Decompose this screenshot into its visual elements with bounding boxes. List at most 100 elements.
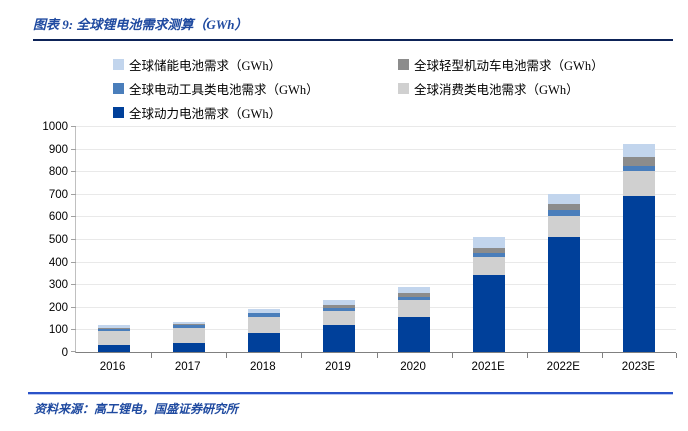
y-axis-tick [71, 239, 76, 240]
bar-segment [322, 308, 355, 311]
legend-item-consumer: 全球消费类电池需求（GWh） [398, 80, 579, 97]
x-axis-label-2019: 2019 [325, 361, 351, 373]
stacked-bar-2022E [548, 193, 581, 352]
source-note: 资料来源：高工锂电，国盛证券研究所 [34, 402, 239, 416]
y-axis-tick [71, 193, 76, 195]
legend-swatch-consumer-icon [398, 82, 409, 94]
y-tick-label: 400 [48, 256, 68, 269]
bar-segment [97, 345, 130, 352]
x-axis-label-2018: 2018 [250, 361, 276, 373]
bar-segment [322, 310, 355, 325]
y-tick-label: 300 [48, 279, 68, 292]
bar-segment [97, 324, 130, 329]
y-tick-label: 700 [48, 188, 68, 201]
legend-label-lev: 全球轻型机动车电池需求（GWh） [414, 58, 604, 73]
x-axis-label-2022E: 2022E [546, 361, 580, 373]
gridline-1000 [76, 126, 676, 127]
gridline-100 [76, 329, 676, 331]
gridline-200 [76, 306, 676, 308]
title-divider [33, 39, 673, 41]
stacked-bar-2021E [473, 237, 506, 352]
x-axis-tick [376, 353, 378, 358]
y-axis-tick [71, 171, 76, 173]
bar-segment [548, 237, 581, 352]
stacked-bar-2018 [247, 309, 280, 352]
bar-segment [322, 299, 355, 306]
gridline-500 [76, 239, 676, 240]
bar-segment [172, 327, 205, 343]
legend-label-storage: 全球储能电池需求（GWh） [129, 58, 282, 73]
x-axis-tick [151, 353, 153, 358]
y-tick-label: 900 [48, 143, 68, 156]
bar-segment [473, 274, 506, 352]
gridline-400 [76, 261, 676, 263]
bar-segment [398, 293, 431, 297]
y-axis-tick [71, 216, 76, 218]
y-tick-label: 100 [48, 324, 68, 337]
stacked-bar-2020 [398, 286, 431, 352]
gridline-600 [76, 216, 676, 218]
bar-segment [548, 193, 581, 205]
bar-segment [623, 171, 656, 197]
y-tick-label: 500 [48, 234, 68, 246]
x-axis-tick [526, 353, 528, 358]
y-tick-label: 0 [61, 347, 68, 359]
y-tick-label: 200 [48, 301, 68, 314]
bar-segment [623, 196, 656, 352]
bar-segment [473, 247, 506, 253]
bar-segment [473, 237, 506, 248]
y-axis-tick [71, 126, 76, 127]
bar-segment [247, 313, 280, 317]
x-axis-label-2017: 2017 [174, 361, 201, 373]
stacked-bar-2019 [322, 299, 355, 352]
legend-swatch-powertool-icon [113, 82, 124, 94]
legend-label-ev-power: 全球动力电池需求（GWh） [129, 106, 282, 121]
gridline-300 [76, 284, 676, 286]
legend-item-powertool: 全球电动工具类电池需求（GWh） [113, 80, 319, 97]
chart-plot-area [71, 126, 677, 358]
x-axis-tick [676, 353, 677, 358]
bar-segment [247, 316, 280, 333]
legend-label-consumer: 全球消费类电池需求（GWh） [414, 82, 579, 97]
legend-label-powertool: 全球电动工具类电池需求（GWh） [129, 82, 319, 97]
bar-segment [473, 252, 506, 257]
legend-swatch-storage-icon [113, 58, 124, 70]
bar-segment [322, 305, 355, 309]
bar-segment [623, 143, 656, 158]
figure-title: 图表 9: 全球锂电池需求测算（GWh） [33, 17, 248, 32]
x-axis-label-2021E: 2021E [471, 361, 505, 373]
bar-segment [623, 165, 656, 172]
x-axis-tick [301, 353, 303, 358]
stacked-bar-2017 [172, 321, 205, 352]
bar-segment [398, 300, 431, 318]
bar-segment [97, 328, 130, 332]
bar-segment [97, 331, 130, 346]
y-tick-label: 600 [48, 211, 68, 224]
bar-segment [322, 324, 355, 352]
bar-segment [398, 286, 431, 294]
x-axis-tick [601, 353, 603, 358]
stacked-bar-2016 [97, 324, 130, 352]
bar-segment [247, 309, 280, 313]
gridline-900 [76, 148, 676, 150]
bar-segment [473, 256, 506, 275]
x-axis-label-2020: 2020 [400, 361, 426, 373]
bar-segment [172, 342, 205, 352]
bar-segment [548, 204, 581, 211]
legend-swatch-ev-power-icon [113, 106, 124, 118]
y-tick-label: 800 [48, 166, 68, 179]
bar-segment [172, 321, 205, 325]
x-axis-label-2023E: 2023E [621, 361, 656, 373]
y-axis-tick [71, 329, 76, 331]
y-axis-tick [71, 284, 76, 286]
bar-segment [172, 324, 205, 328]
gridline-700 [76, 193, 676, 195]
bar-segment [247, 312, 280, 314]
x-axis-label-2016: 2016 [99, 361, 126, 373]
x-axis-tick [226, 353, 228, 358]
bar-segment [548, 210, 581, 216]
legend-item-lev: 全球轻型机动车电池需求（GWh） [398, 56, 604, 73]
legend-item-storage: 全球储能电池需求（GWh） [113, 56, 282, 73]
legend-item-ev-power: 全球动力电池需求（GWh） [113, 104, 282, 121]
